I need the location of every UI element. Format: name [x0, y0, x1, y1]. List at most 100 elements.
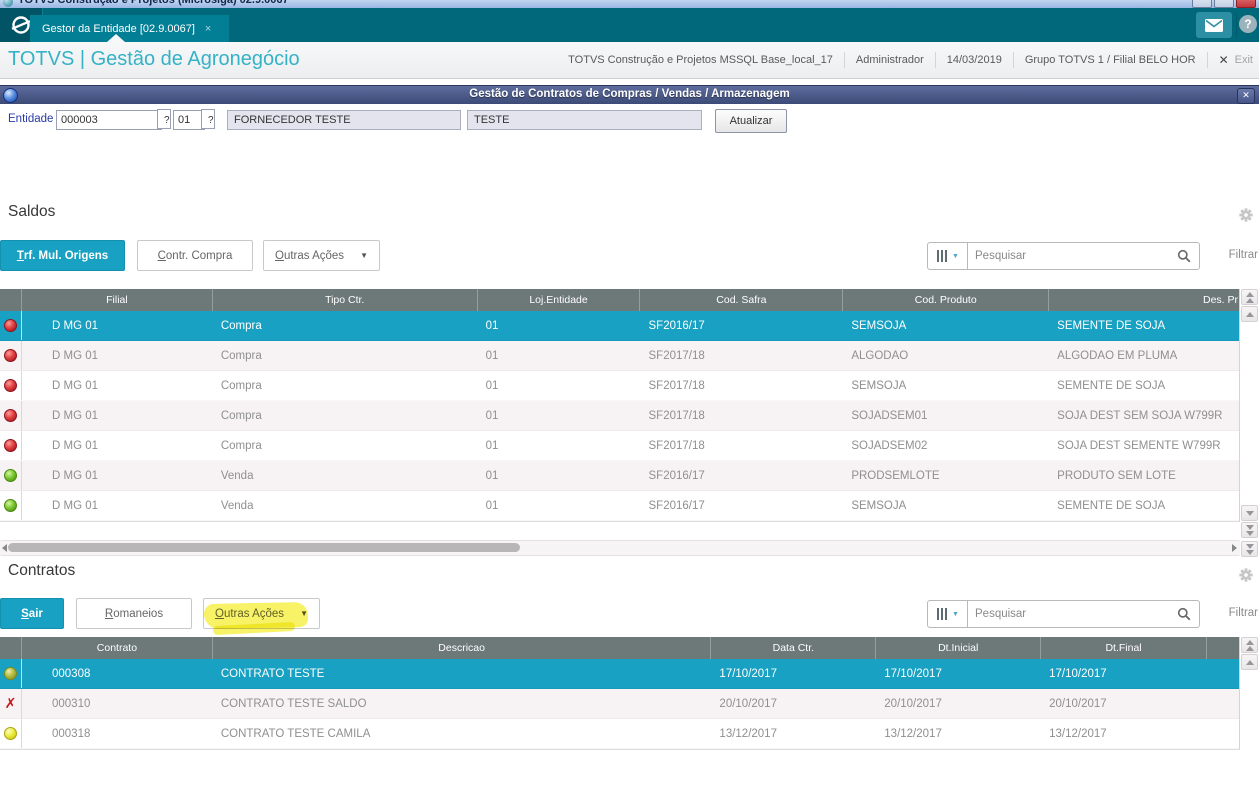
scroll-down-button[interactable]	[1241, 505, 1258, 521]
branch-label: Grupo TOTVS 1 / Filial BELO HOR	[1024, 54, 1196, 66]
scroll-up-button[interactable]	[1241, 654, 1258, 670]
window-close-button[interactable]	[1236, 0, 1256, 8]
table-row[interactable]: D MG 01 Compra 01 SF2017/18 ALGODAO ALGO…	[0, 341, 1239, 371]
entity-code-lookup-button[interactable]: ?	[157, 109, 171, 129]
column-header[interactable]: Descricao	[213, 637, 712, 659]
column-header[interactable]: Tipo Ctr.	[213, 289, 478, 311]
scroll-last-button[interactable]	[1241, 522, 1258, 538]
divider	[1206, 52, 1208, 68]
contratos-section-title: Contratos	[8, 562, 76, 579]
scroll-first-button[interactable]	[1241, 289, 1258, 305]
date-label: 14/03/2019	[946, 54, 1002, 66]
status-dot-icon	[3, 319, 17, 332]
window-maximize-button[interactable]	[1214, 0, 1234, 8]
saldos-grid-header: Filial Tipo Ctr. Loj.Entidade Cod. Safra…	[0, 289, 1239, 311]
table-row[interactable]: 000310 CONTRATO TESTE SALDO 20/10/2017 2…	[0, 689, 1239, 719]
window-title: TOTVS Construção e Projetos (Microsiga) …	[18, 0, 289, 6]
table-row[interactable]: D MG 01 Venda 01 SF2016/17 PRODSEMLOTE P…	[0, 461, 1239, 491]
chevron-down-icon: ▼	[952, 252, 959, 260]
entity-shortname-field: TESTE	[467, 110, 702, 130]
chevron-down-icon: ▼	[952, 610, 959, 618]
scroll-first-button[interactable]	[1241, 637, 1258, 653]
column-header-status[interactable]	[0, 637, 22, 659]
column-header[interactable]: Loj.Entidade	[478, 289, 641, 311]
tab-close-icon[interactable]: ×	[204, 22, 212, 35]
table-row[interactable]: D MG 01 Compra 01 SF2016/17 SEMSOJA SEME…	[0, 311, 1239, 341]
scroll-last-button[interactable]	[1241, 541, 1258, 557]
scrollbar-thumb[interactable]	[8, 543, 520, 552]
exit-x-icon[interactable]: ✕	[1218, 53, 1229, 67]
column-header[interactable]: Contrato	[22, 637, 213, 659]
tab-bar: Gestor da Entidade [02.9.0067] × ?	[0, 8, 1259, 42]
mdi-window-icon	[3, 88, 18, 103]
table-row[interactable]: 000308 CONTRATO TESTE 17/10/2017 17/10/2…	[0, 659, 1239, 689]
status-dot-icon	[3, 469, 17, 482]
table-row[interactable]: D MG 01 Compra 01 SF2017/18 SOJADSEM01 S…	[0, 401, 1239, 431]
divider	[843, 52, 845, 68]
contratos-settings-gear-icon[interactable]	[1239, 568, 1253, 587]
entity-store-field[interactable]	[173, 110, 205, 130]
exit-button[interactable]: Exit	[1234, 54, 1253, 66]
saldos-vscroll-top	[1241, 289, 1258, 322]
chevron-down-icon: ▼	[360, 251, 368, 260]
table-row[interactable]: D MG 01 Compra 01 SF2017/18 SOJADSEM02 S…	[0, 431, 1239, 461]
contratos-search-input[interactable]	[968, 608, 1177, 620]
status-dot-icon	[3, 349, 17, 362]
mdi-window-title: Gestão de Contratos de Compras / Vendas …	[469, 88, 790, 100]
saldos-settings-gear-icon[interactable]	[1239, 208, 1253, 227]
help-icon[interactable]: ?	[1239, 15, 1257, 33]
column-header[interactable]: Dt.Inicial	[876, 637, 1042, 659]
column-header[interactable]: Des. Pr	[1202, 294, 1238, 306]
column-header[interactable]: Data Ctr.	[711, 637, 877, 659]
contratos-column-chooser-button[interactable]: ▼	[927, 600, 968, 628]
status-dot-icon	[3, 499, 17, 512]
status-x-icon	[4, 697, 17, 710]
tabbar-divider	[1236, 13, 1237, 37]
column-header[interactable]	[1207, 637, 1239, 659]
divider	[934, 52, 936, 68]
saldos-horizontal-scrollbar[interactable]	[0, 540, 1240, 556]
saldos-search-box	[968, 242, 1200, 270]
saldos-grid: Filial Tipo Ctr. Loj.Entidade Cod. Safra…	[0, 289, 1240, 522]
page-title: TOTVS | Gestão de Agronegócio	[8, 48, 300, 70]
column-header-status[interactable]	[0, 289, 22, 311]
window-minimize-button[interactable]	[1192, 0, 1212, 8]
status-dot-icon	[3, 667, 17, 680]
scroll-up-button[interactable]	[1241, 306, 1258, 322]
table-row[interactable]: 000318 CONTRATO TESTE CAMILA 13/12/2017 …	[0, 719, 1239, 749]
column-header[interactable]: Cod. Safra	[640, 289, 844, 311]
scroll-left-icon[interactable]	[2, 544, 7, 552]
column-header[interactable]: Filial	[22, 289, 213, 311]
search-icon	[1177, 249, 1191, 263]
scroll-right-icon[interactable]	[1232, 544, 1237, 552]
refresh-button[interactable]: Atualizar	[715, 109, 787, 133]
entity-name-field: FORNECEDOR TESTE	[227, 110, 461, 130]
status-dot-icon	[3, 379, 17, 392]
column-header[interactable]: Cod. Produto	[843, 289, 1050, 311]
contratos-grid-header: Contrato Descricao Data Ctr. Dt.Inicial …	[0, 637, 1239, 659]
chevron-down-icon: ▼	[300, 609, 308, 618]
entity-code-field[interactable]	[56, 110, 162, 130]
header-info-bar: TOTVS Construção e Projetos MSSQL Base_l…	[568, 42, 1253, 78]
mail-icon[interactable]	[1196, 12, 1232, 38]
tab-gestor-da-entidade[interactable]: Gestor da Entidade [02.9.0067] ×	[30, 15, 229, 42]
saldos-filter-link[interactable]: Filtrar	[1228, 249, 1258, 261]
contratos-filter-link[interactable]: Filtrar	[1228, 607, 1258, 619]
mdi-titlebar: Gestão de Contratos de Compras / Vendas …	[0, 85, 1259, 104]
table-row[interactable]: D MG 01 Venda 01 SF2016/17 SEMSOJA SEMEN…	[0, 491, 1239, 521]
saldos-column-chooser-button[interactable]: ▼	[927, 242, 968, 270]
column-header[interactable]: Dt.Final	[1041, 637, 1207, 659]
mdi-close-button[interactable]: ✕	[1237, 88, 1255, 104]
entity-store-lookup-button[interactable]: ?	[201, 109, 215, 129]
saldos-search-input[interactable]	[968, 250, 1177, 262]
table-row[interactable]: D MG 01 Compra 01 SF2017/18 SEMSOJA SEME…	[0, 371, 1239, 401]
